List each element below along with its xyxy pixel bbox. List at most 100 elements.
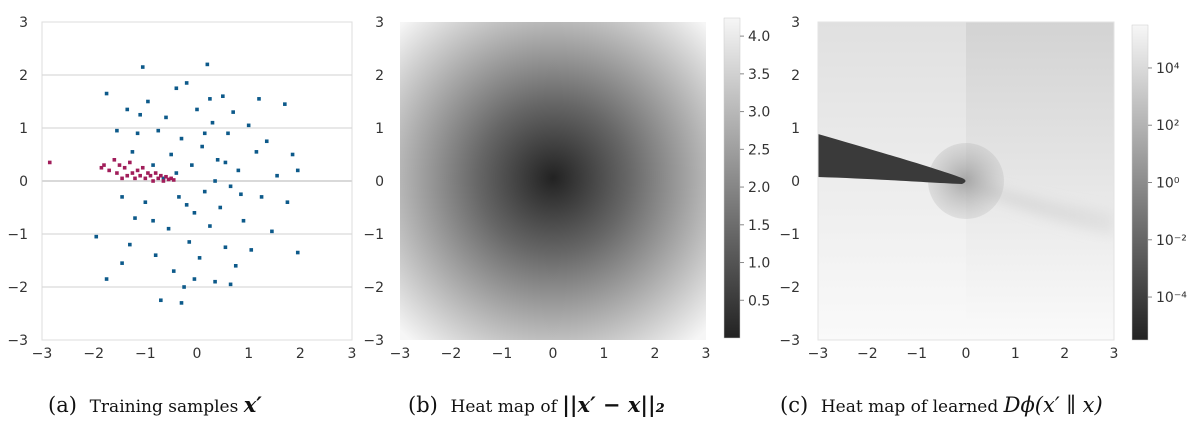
sample-point <box>197 256 202 260</box>
panel-a-y-ticks: −3 −2 −1 0 1 2 3 <box>7 15 28 349</box>
panel-a-scatter: −3 −2 −1 0 1 2 3 −3 −2 −1 0 1 2 3 <box>7 15 356 362</box>
sample-point <box>94 234 99 239</box>
sample-point <box>192 277 197 281</box>
highlighted-sample-point <box>151 179 155 183</box>
panel-c-x-ticks: −3 −2 −1 0 1 2 3 <box>808 346 1119 362</box>
sample-point <box>200 144 204 149</box>
sample-point <box>166 226 171 231</box>
sample-point <box>249 248 254 252</box>
panel-b-heatmap: −3 −2 −1 0 1 2 3 −3 −2 −1 0 1 2 3 0.5 1.0 1.5 2.0 2.5 3.0… <box>363 15 770 362</box>
sample-point <box>174 86 179 91</box>
x-tick-label: 1 <box>600 346 609 362</box>
y-tick-label: −2 <box>779 280 800 296</box>
highlighted-sample-point <box>159 173 163 178</box>
sample-point <box>177 195 181 199</box>
sample-point <box>246 123 251 128</box>
sample-point <box>143 200 148 204</box>
sample-point <box>236 168 241 173</box>
sample-point <box>231 110 235 114</box>
x-tick-label: −3 <box>808 346 829 362</box>
sample-point <box>195 107 199 112</box>
sample-point <box>223 160 228 165</box>
y-tick-label: 0 <box>375 174 384 190</box>
panel-b-y-ticks: −3 −2 −1 0 1 2 3 <box>363 15 384 349</box>
highlighted-sample-point <box>171 178 176 182</box>
x-tick-label: 0 <box>962 346 971 362</box>
caption-a-label: (a) <box>48 393 77 417</box>
sample-point <box>187 240 192 244</box>
x-tick-label: 3 <box>702 346 711 362</box>
highlighted-sample-point <box>133 176 137 181</box>
sample-point <box>182 285 186 289</box>
sample-point <box>283 102 287 106</box>
x-tick-label: 1 <box>244 346 253 362</box>
caption-c-text: Heat map of learned <box>821 397 1004 417</box>
y-tick-label: −1 <box>779 227 800 243</box>
sample-point <box>213 279 217 284</box>
x-tick-label: 3 <box>348 346 357 362</box>
highlighted-sample-point <box>143 176 148 181</box>
panel-b-colorbar <box>723 17 741 339</box>
colorbar-tick-label: 1.0 <box>748 256 770 272</box>
colorbar-tick-label: 2.5 <box>748 142 770 158</box>
sample-point <box>151 218 155 223</box>
highlighted-sample-point <box>146 171 150 175</box>
colorbar-tick-label: 10⁰ <box>1156 176 1180 192</box>
y-tick-label: 2 <box>375 68 384 84</box>
sample-point <box>218 205 223 210</box>
highlighted-sample-point <box>135 168 140 173</box>
panel-b-colorbar-ticks: 0.5 1.0 1.5 2.0 2.5 3.0 3.5 4.0 <box>740 29 770 309</box>
sample-point <box>104 277 109 281</box>
colorbar-tick-label: 3.0 <box>748 105 770 121</box>
caption-a-text: Training samples <box>90 397 244 417</box>
sample-point <box>125 107 130 112</box>
x-tick-label: −3 <box>32 346 53 362</box>
sample-point <box>179 136 184 141</box>
sample-point <box>205 62 210 67</box>
sample-point <box>120 195 124 199</box>
y-tick-label: −2 <box>7 280 28 296</box>
sample-point <box>140 65 145 69</box>
panel-b-heatmap-image <box>400 22 706 340</box>
highlighted-sample-point <box>161 179 166 183</box>
colorbar-tick-label: 0.5 <box>748 293 770 309</box>
colorbar-tick-label: 4.0 <box>748 29 770 45</box>
highlighted-sample-point <box>164 174 168 179</box>
colorbar-tick-label: 2.0 <box>748 180 770 196</box>
sample-point <box>184 203 189 207</box>
y-tick-label: 1 <box>791 121 800 137</box>
x-tick-label: −2 <box>83 346 104 362</box>
panel-c-colorbar <box>1131 24 1149 341</box>
sample-point <box>239 192 243 197</box>
colorbar-tick-label: 10⁴ <box>1156 61 1180 77</box>
x-tick-label: 1 <box>1011 346 1020 362</box>
sample-point <box>164 115 168 120</box>
sample-point <box>221 94 225 98</box>
caption-c-label: (c) <box>780 393 808 417</box>
highlighted-sample-point <box>120 176 124 181</box>
sample-point <box>174 171 179 175</box>
caption-b-text: Heat map of <box>451 397 563 417</box>
y-tick-label: 1 <box>19 121 28 137</box>
colorbar-tick-label: 10² <box>1156 118 1179 134</box>
sample-point <box>135 131 140 136</box>
panel-a-x-ticks: −3 −2 −1 0 1 2 3 <box>32 346 357 362</box>
sample-point <box>169 152 173 157</box>
highlighted-sample-point <box>99 165 104 170</box>
panel-c-colorbar-ticks: 10⁴ 10² 10⁰ 10⁻² 10⁻⁴ <box>1148 61 1187 306</box>
x-tick-label: −1 <box>906 346 927 362</box>
x-tick-label: −2 <box>441 346 462 362</box>
sample-point <box>192 211 197 215</box>
panel-c-wake <box>966 181 1114 235</box>
panel-c-plot-border <box>817 21 1115 341</box>
caption-a: (a) Training samples x′ <box>48 392 262 417</box>
sample-point <box>295 250 300 255</box>
sample-point <box>151 163 155 167</box>
sample-point <box>133 216 137 220</box>
sample-point <box>213 179 217 183</box>
sample-point <box>270 229 274 234</box>
caption-a-math: x′ <box>243 392 263 417</box>
panel-c-heatmap: −3 −2 −1 0 1 2 3 −3 −2 −1 0 1 2 3 10⁴ 10² 10⁰ 10⁻² 10⁻⁴ <box>779 15 1187 362</box>
sample-point <box>233 264 238 268</box>
highlighted-sample-point <box>130 171 135 175</box>
